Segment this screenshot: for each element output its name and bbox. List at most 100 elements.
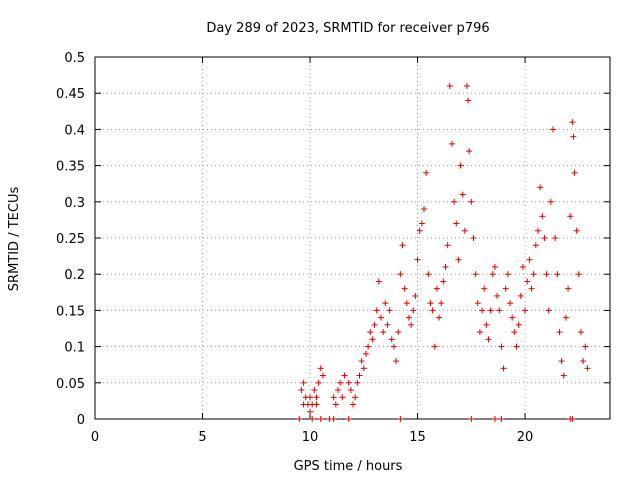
- data-point: [457, 162, 464, 169]
- data-point: [414, 256, 421, 263]
- data-point: [491, 263, 498, 270]
- data-point: [354, 379, 361, 386]
- data-point: [369, 336, 376, 343]
- data-point: [504, 271, 511, 278]
- data-point: [298, 387, 305, 394]
- y-tick-label: 0: [77, 413, 85, 428]
- data-point: [395, 329, 402, 336]
- data-points: [296, 82, 591, 422]
- data-point: [517, 292, 524, 299]
- data-point: [371, 321, 378, 328]
- grid-lines: [95, 57, 610, 419]
- data-point: [500, 365, 507, 372]
- data-point: [405, 314, 412, 321]
- data-point: [300, 379, 307, 386]
- plot-frame: [94, 56, 611, 420]
- data-point: [345, 416, 352, 422]
- data-point: [433, 285, 440, 292]
- y-tick-label: 0.15: [56, 304, 85, 319]
- data-point: [347, 387, 354, 394]
- data-point: [524, 278, 531, 285]
- x-tick-label: 0: [91, 430, 99, 445]
- data-point: [350, 401, 357, 408]
- data-point: [362, 350, 369, 357]
- data-point: [330, 394, 337, 401]
- data-point: [575, 271, 582, 278]
- data-point: [498, 343, 505, 350]
- data-point: [464, 82, 471, 89]
- data-point: [577, 329, 584, 336]
- data-point: [300, 401, 307, 408]
- data-point: [319, 372, 326, 379]
- data-point: [397, 271, 404, 278]
- data-point: [367, 329, 374, 336]
- data-point: [412, 292, 419, 299]
- data-point: [479, 307, 486, 314]
- data-point: [472, 271, 479, 278]
- data-point: [311, 387, 318, 394]
- data-point: [446, 82, 453, 89]
- data-point: [526, 256, 533, 263]
- data-point: [466, 148, 473, 155]
- data-point: [390, 343, 397, 350]
- data-point: [474, 300, 481, 307]
- data-point: [339, 394, 346, 401]
- data-point: [416, 227, 423, 234]
- data-point: [410, 307, 417, 314]
- data-point: [436, 314, 443, 321]
- data-point: [468, 416, 475, 422]
- data-point: [537, 184, 544, 191]
- data-point: [386, 307, 393, 314]
- y-tick-label: 0.35: [56, 160, 85, 175]
- y-tick-label: 0.4: [64, 123, 85, 138]
- y-tick-label: 0.45: [56, 87, 85, 102]
- data-point: [337, 379, 344, 386]
- data-point: [373, 307, 380, 314]
- data-point: [567, 213, 574, 220]
- data-point: [403, 300, 410, 307]
- data-point: [511, 329, 518, 336]
- data-point: [556, 329, 563, 336]
- data-point: [377, 314, 384, 321]
- data-point: [393, 358, 400, 365]
- data-point: [356, 372, 363, 379]
- data-point: [468, 198, 475, 205]
- data-point: [584, 365, 591, 372]
- data-point: [570, 133, 577, 140]
- data-point: [552, 235, 559, 241]
- data-point: [502, 285, 509, 292]
- data-point: [571, 169, 578, 176]
- chart-title: Day 289 of 2023, SRMTID for receiver p79…: [206, 21, 489, 36]
- data-point: [547, 198, 554, 205]
- data-point: [532, 242, 539, 249]
- data-point: [453, 220, 460, 227]
- data-point: [317, 365, 324, 372]
- x-tick-label: 15: [409, 430, 426, 445]
- data-point: [380, 329, 387, 336]
- data-point: [494, 292, 501, 299]
- data-point: [418, 220, 425, 227]
- data-point: [513, 343, 520, 350]
- data-point: [545, 307, 552, 314]
- data-point: [580, 358, 587, 365]
- data-point: [582, 343, 589, 350]
- data-point: [528, 285, 535, 292]
- y-tick-label: 0.2: [64, 268, 85, 283]
- data-point: [550, 126, 557, 133]
- data-point: [487, 307, 494, 314]
- y-tick-label: 0.1: [64, 341, 85, 356]
- data-point: [519, 263, 526, 270]
- data-point: [309, 416, 316, 422]
- data-point: [562, 314, 569, 321]
- y-tick-label: 0.3: [64, 196, 85, 211]
- data-point: [313, 394, 320, 401]
- data-point: [332, 401, 339, 408]
- data-point: [509, 314, 516, 321]
- x-tick-label: 10: [302, 430, 319, 445]
- x-tick-label: 5: [198, 430, 206, 445]
- data-point: [481, 285, 488, 292]
- data-point: [334, 387, 341, 394]
- data-point: [423, 169, 430, 176]
- data-point: [408, 321, 415, 328]
- data-point: [360, 365, 367, 372]
